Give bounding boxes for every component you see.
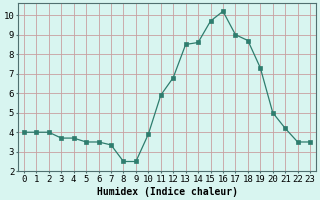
X-axis label: Humidex (Indice chaleur): Humidex (Indice chaleur) <box>97 186 237 197</box>
